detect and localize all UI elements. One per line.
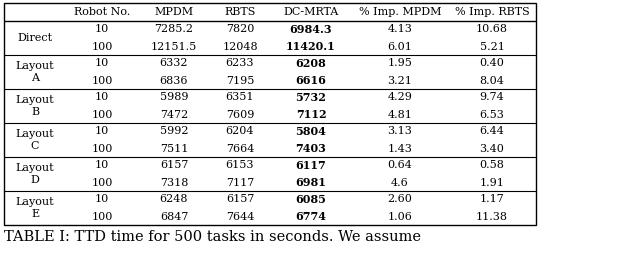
- Text: 5.21: 5.21: [479, 41, 504, 52]
- Text: 6616: 6616: [296, 75, 326, 86]
- Text: 6.01: 6.01: [388, 41, 412, 52]
- Text: 5804: 5804: [296, 126, 326, 137]
- Text: % Imp. RBTS: % Imp. RBTS: [454, 7, 529, 17]
- Text: 1.91: 1.91: [479, 178, 504, 187]
- Text: Robot No.: Robot No.: [74, 7, 130, 17]
- Text: 1.17: 1.17: [479, 194, 504, 205]
- Text: DC-MRTA: DC-MRTA: [284, 7, 339, 17]
- Text: 6981: 6981: [296, 177, 326, 188]
- Text: 7195: 7195: [226, 76, 254, 85]
- Text: 10: 10: [95, 127, 109, 136]
- Text: 6204: 6204: [226, 127, 254, 136]
- Text: 6153: 6153: [226, 160, 254, 171]
- Text: 7644: 7644: [226, 211, 254, 222]
- Text: 6157: 6157: [160, 160, 188, 171]
- Text: Layout
D: Layout D: [16, 163, 54, 185]
- Text: MPDM: MPDM: [154, 7, 193, 17]
- Text: Layout
E: Layout E: [16, 197, 54, 219]
- Text: % Imp. MPDM: % Imp. MPDM: [359, 7, 441, 17]
- Bar: [4, 3, 536, 225]
- Text: 6117: 6117: [296, 160, 326, 171]
- Text: 6.44: 6.44: [479, 127, 504, 136]
- Text: Layout
A: Layout A: [16, 61, 54, 83]
- Text: 7664: 7664: [226, 143, 254, 154]
- Text: 8.04: 8.04: [479, 76, 504, 85]
- Text: 12048: 12048: [222, 41, 258, 52]
- Text: 1.43: 1.43: [388, 143, 412, 154]
- Text: 6984.3: 6984.3: [290, 24, 332, 35]
- Text: 6248: 6248: [160, 194, 188, 205]
- Text: 11.38: 11.38: [476, 211, 508, 222]
- Text: 10: 10: [95, 25, 109, 34]
- Text: 10: 10: [95, 92, 109, 103]
- Text: 0.40: 0.40: [479, 58, 504, 69]
- Text: 9.74: 9.74: [479, 92, 504, 103]
- Text: 6351: 6351: [226, 92, 254, 103]
- Text: 11420.1: 11420.1: [286, 41, 336, 52]
- Text: Direct: Direct: [17, 33, 52, 43]
- Text: 10: 10: [95, 194, 109, 205]
- Text: 7285.2: 7285.2: [154, 25, 193, 34]
- Text: 7609: 7609: [226, 109, 254, 120]
- Text: Layout
B: Layout B: [16, 95, 54, 117]
- Text: 5989: 5989: [160, 92, 188, 103]
- Text: 4.81: 4.81: [388, 109, 412, 120]
- Text: 4.13: 4.13: [388, 25, 412, 34]
- Text: 100: 100: [92, 76, 113, 85]
- Text: Layout
C: Layout C: [16, 129, 54, 151]
- Text: 7472: 7472: [160, 109, 188, 120]
- Text: RBTS: RBTS: [224, 7, 256, 17]
- Text: 7117: 7117: [226, 178, 254, 187]
- Text: 100: 100: [92, 211, 113, 222]
- Text: 6774: 6774: [296, 211, 326, 222]
- Text: 4.29: 4.29: [388, 92, 412, 103]
- Text: 10.68: 10.68: [476, 25, 508, 34]
- Text: 6847: 6847: [160, 211, 188, 222]
- Text: 6.53: 6.53: [479, 109, 504, 120]
- Text: 2.60: 2.60: [388, 194, 412, 205]
- Text: 100: 100: [92, 143, 113, 154]
- Text: 5732: 5732: [296, 92, 326, 103]
- Text: 100: 100: [92, 109, 113, 120]
- Text: 10: 10: [95, 160, 109, 171]
- Text: 6836: 6836: [160, 76, 188, 85]
- Text: 12151.5: 12151.5: [151, 41, 197, 52]
- Text: 4.6: 4.6: [391, 178, 409, 187]
- Text: 1.95: 1.95: [388, 58, 412, 69]
- Text: 7112: 7112: [296, 109, 326, 120]
- Text: 7318: 7318: [160, 178, 188, 187]
- Text: TABLE I: TTD time for 500 tasks in seconds. We assume: TABLE I: TTD time for 500 tasks in secon…: [4, 230, 421, 244]
- Text: 7511: 7511: [160, 143, 188, 154]
- Text: 6085: 6085: [296, 194, 326, 205]
- Text: 1.06: 1.06: [388, 211, 412, 222]
- Text: 3.21: 3.21: [388, 76, 412, 85]
- Text: 7820: 7820: [226, 25, 254, 34]
- Text: 3.13: 3.13: [388, 127, 412, 136]
- Text: 6233: 6233: [226, 58, 254, 69]
- Text: 0.64: 0.64: [388, 160, 412, 171]
- Text: 10: 10: [95, 58, 109, 69]
- Text: 100: 100: [92, 41, 113, 52]
- Text: 6332: 6332: [160, 58, 188, 69]
- Text: 0.58: 0.58: [479, 160, 504, 171]
- Text: 7403: 7403: [296, 143, 326, 154]
- Text: 5992: 5992: [160, 127, 188, 136]
- Text: 6208: 6208: [296, 58, 326, 69]
- Text: 3.40: 3.40: [479, 143, 504, 154]
- Text: 100: 100: [92, 178, 113, 187]
- Text: 6157: 6157: [226, 194, 254, 205]
